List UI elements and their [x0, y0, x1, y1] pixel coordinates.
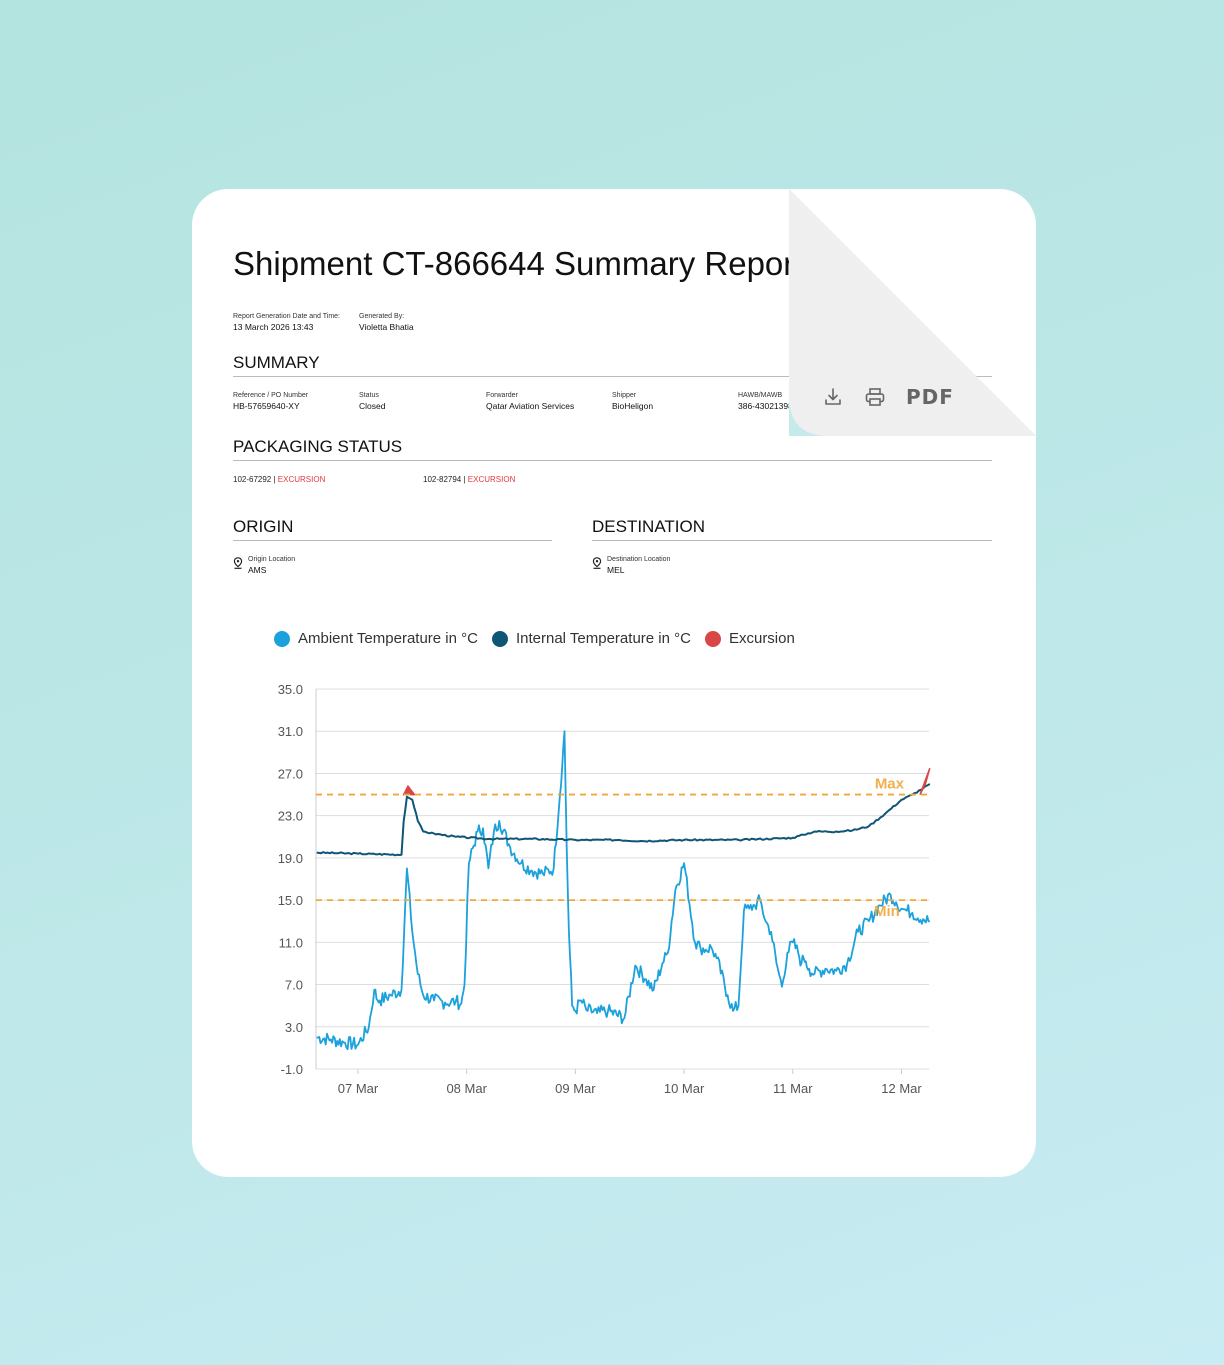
- packaging-sep: |: [461, 475, 468, 484]
- summary-label: HAWB/MAWB: [738, 392, 783, 399]
- y-tick-label: 19.0: [278, 851, 303, 866]
- summary-label: Forwarder: [486, 392, 518, 399]
- y-tick-label: 3.0: [285, 1020, 303, 1035]
- chart-legend: Ambient Temperature in °C Internal Tempe…: [274, 630, 795, 647]
- packaging-heading: PACKAGING STATUS: [233, 437, 992, 461]
- report-title: Shipment CT-866644 Summary Report: [233, 245, 789, 282]
- generated-by-label: Generated By:: [359, 313, 405, 320]
- threshold-label-max: Max: [875, 776, 905, 793]
- destination-label: Destination Location: [607, 556, 671, 563]
- packaging-status: EXCURSION: [277, 475, 326, 484]
- origin-label: Origin Location: [248, 556, 296, 563]
- x-tick-label: 11 Mar: [773, 1081, 813, 1096]
- summary-field-reference: Reference / PO Number HB-57659640-XY: [233, 392, 308, 411]
- summary-value: HB-57659640-XY: [233, 401, 300, 411]
- origin-value: AMS: [248, 565, 267, 575]
- legend-label: Ambient Temperature in °C: [298, 630, 478, 647]
- y-tick-label: 11.0: [279, 935, 303, 950]
- legend-dot-excursion: [704, 630, 721, 647]
- y-tick-label: 35.0: [278, 682, 303, 697]
- packaging-item: 102-82794 | EXCURSION: [423, 475, 515, 484]
- generated-by-value: Violetta Bhatia: [359, 322, 414, 332]
- excursion-marker: [919, 767, 931, 795]
- summary-value: 386-43021398: [738, 401, 793, 411]
- summary-field-status: Status Closed: [359, 392, 385, 411]
- x-tick-label: 07 Mar: [338, 1081, 379, 1096]
- summary-value: Qatar Aviation Services: [486, 401, 575, 411]
- page-curl-shape: [789, 189, 1036, 436]
- y-tick-label: 23.0: [278, 809, 303, 824]
- excursion-marker: [402, 784, 417, 796]
- destination-heading: DESTINATION: [592, 517, 992, 541]
- packaging-status: EXCURSION: [467, 475, 516, 484]
- legend-label: Excursion: [728, 630, 795, 647]
- temperature-chart: 35.0 31.0 27.0 23.0 19.0 15.0 11.0 7.0 3.0 -1.0 07…: [278, 682, 931, 1096]
- document-toolbar: PDF: [822, 385, 954, 409]
- generation-date-label: Report Generation Date and Time:: [233, 313, 341, 320]
- destination-location: Destination Location MEL: [592, 556, 670, 575]
- summary-value: BioHeligon: [612, 401, 654, 411]
- x-tick-label: 10 Mar: [664, 1081, 705, 1096]
- internal-temperature-line: [316, 783, 931, 857]
- print-icon: [865, 388, 885, 406]
- x-tick-label: 09 Mar: [555, 1081, 596, 1096]
- y-tick-label: 31.0: [278, 724, 303, 739]
- page-curl: [789, 189, 1036, 436]
- pdf-button[interactable]: PDF: [906, 385, 954, 409]
- download-button[interactable]: [822, 386, 844, 408]
- threshold-label-min: Min: [874, 903, 900, 920]
- download-icon: [825, 388, 841, 405]
- generated-by-field: Generated By: Violetta Bhatia: [359, 313, 414, 332]
- legend-item-excursion[interactable]: Excursion: [704, 630, 795, 647]
- x-tick-label: 08 Mar: [446, 1081, 487, 1096]
- y-tick-label: 27.0: [278, 766, 303, 781]
- packaging-item: 102-67292 | EXCURSION: [233, 475, 325, 484]
- summary-label: Shipper: [612, 392, 637, 399]
- packaging-id: 102-82794: [423, 475, 462, 484]
- x-tick-label: 12 Mar: [881, 1081, 922, 1096]
- summary-value: Closed: [359, 401, 386, 411]
- y-tick-label: -1.0: [281, 1062, 303, 1077]
- origin-location: Origin Location AMS: [233, 556, 295, 575]
- summary-field-forwarder: Forwarder Qatar Aviation Services: [486, 392, 574, 411]
- summary-heading: SUMMARY: [233, 353, 992, 377]
- title-clip: Shipment CT-866644 Summary Report: [192, 189, 789, 309]
- packaging-sep: |: [271, 475, 278, 484]
- summary-field-hawb: HAWB/MAWB 386-43021398: [738, 392, 793, 411]
- generation-date-value: 13 March 2026 13:43: [233, 322, 314, 332]
- summary-label: Reference / PO Number: [233, 392, 309, 399]
- packaging-id: 102-67292: [233, 475, 272, 484]
- location-pin-icon: [233, 557, 243, 569]
- legend-item-ambient[interactable]: Ambient Temperature in °C: [274, 630, 478, 647]
- legend-label: Internal Temperature in °C: [515, 630, 691, 647]
- legend-dot-internal: [491, 630, 508, 647]
- summary-field-shipper: Shipper BioHeligon: [612, 392, 653, 411]
- location-pin-icon: [592, 557, 602, 569]
- report-page: Shipment CT-866644 Summary Report Report…: [192, 189, 1036, 1177]
- origin-heading: ORIGIN: [233, 517, 552, 541]
- print-button[interactable]: [864, 386, 886, 408]
- summary-label: Status: [359, 392, 379, 399]
- destination-value: MEL: [607, 565, 625, 575]
- generation-date-field: Report Generation Date and Time: 13 Marc…: [233, 313, 340, 332]
- y-tick-label: 7.0: [285, 978, 303, 993]
- y-tick-label: 15.0: [278, 893, 303, 908]
- ambient-temperature-line: [316, 730, 930, 1051]
- legend-item-internal[interactable]: Internal Temperature in °C: [491, 630, 691, 647]
- legend-dot-ambient: [274, 630, 290, 647]
